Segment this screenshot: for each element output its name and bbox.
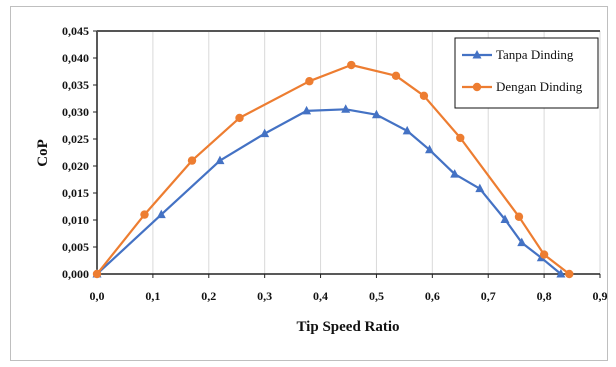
x-axis-title: Tip Speed Ratio xyxy=(296,319,399,335)
series-tanpa-dinding xyxy=(92,104,566,278)
data-point-marker xyxy=(302,105,312,115)
x-tick-label: 0,2 xyxy=(201,289,216,303)
x-tick-label: 0,5 xyxy=(369,289,384,303)
y-tick-label: 0,010 xyxy=(62,213,89,227)
data-point-marker xyxy=(450,169,460,178)
y-tick-label: 0,015 xyxy=(62,186,89,200)
x-tick-label: 0,9 xyxy=(593,289,608,303)
data-point-marker xyxy=(556,269,566,278)
legend-marker xyxy=(472,82,482,92)
data-point-marker xyxy=(260,128,270,138)
legend: Tanpa Dinding Dengan Dinding xyxy=(454,37,599,109)
x-tick-label: 0,3 xyxy=(257,289,272,303)
data-point-marker xyxy=(475,183,485,193)
legend-item: Tanpa Dinding xyxy=(462,47,574,62)
data-point-marker xyxy=(539,250,549,259)
y-tick-label: 0,005 xyxy=(62,240,89,254)
x-tick-label: 0,1 xyxy=(145,289,160,303)
y-tick-label: 0,000 xyxy=(62,267,89,281)
y-tick-label: 0,035 xyxy=(62,78,89,92)
data-point-marker xyxy=(371,109,381,119)
data-point-marker xyxy=(92,269,102,279)
y-tick-label: 0,030 xyxy=(62,105,89,119)
data-point-marker xyxy=(156,209,166,219)
data-point-marker xyxy=(565,269,574,279)
x-tick-label: 0,8 xyxy=(537,289,552,303)
x-tick-label: 0,0 xyxy=(90,289,105,303)
x-tick-label: 0,6 xyxy=(425,289,440,303)
y-tick-label: 0,045 xyxy=(62,24,89,38)
data-point-marker xyxy=(517,237,527,247)
data-point-marker xyxy=(347,60,356,70)
series-line xyxy=(96,63,570,275)
y-tick-label: 0,025 xyxy=(62,132,89,146)
legend-box xyxy=(454,37,599,109)
data-point-marker xyxy=(235,113,244,123)
data-point-marker xyxy=(500,214,510,223)
x-tick-label: 0,4 xyxy=(313,289,328,303)
data-point-marker xyxy=(391,71,401,81)
tick-labels: 0,0 0,1 0,2 0,3 0,4 0,5 0,6 0,7 0,8 0,9 0,000 0,005… xyxy=(62,24,608,303)
series-dengan-dinding xyxy=(92,60,574,279)
data-point-marker xyxy=(305,77,314,86)
data-point-marker xyxy=(215,155,225,165)
y-tick-label: 0,040 xyxy=(62,51,89,65)
data-point-marker xyxy=(419,91,429,101)
legend-marker xyxy=(472,50,482,59)
data-point-marker xyxy=(402,125,412,135)
axis-layer xyxy=(93,30,601,278)
data-point-marker xyxy=(514,212,524,221)
series-layer xyxy=(92,60,574,279)
series-line xyxy=(96,108,562,275)
data-point-marker xyxy=(456,133,465,143)
legend-label: Tanpa Dinding xyxy=(496,47,574,62)
data-point-marker xyxy=(140,210,149,219)
legend-label: Dengan Dinding xyxy=(496,79,583,94)
data-point-marker xyxy=(187,156,197,165)
data-point-marker xyxy=(341,104,351,113)
legend-item: Dengan Dinding xyxy=(462,79,583,94)
y-axis-title: CoP xyxy=(35,139,51,167)
data-point-marker xyxy=(425,144,435,154)
y-tick-label: 0,020 xyxy=(62,159,89,173)
x-tick-label: 0,7 xyxy=(481,289,496,303)
